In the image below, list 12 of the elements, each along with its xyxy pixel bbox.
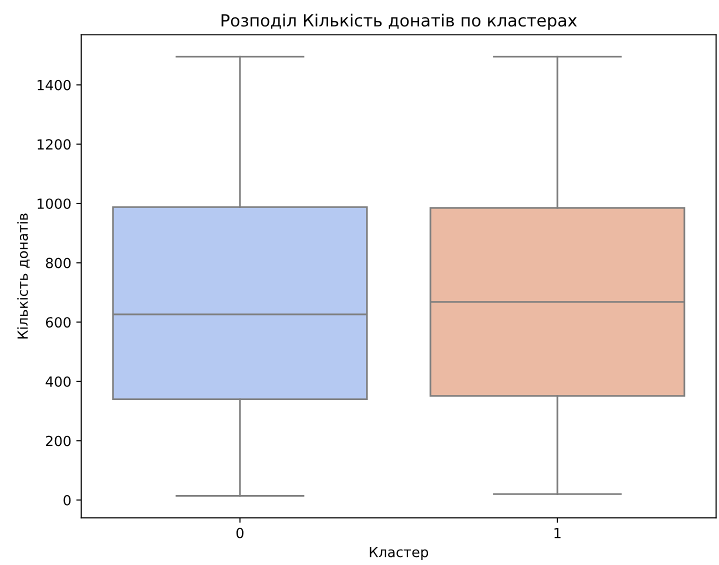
- y-tick-label: 1400: [38, 80, 71, 90]
- y-tick-label: 600: [46, 317, 71, 328]
- y-tick-label: 0: [64, 495, 71, 506]
- x-axis-title: Кластер: [370, 546, 428, 560]
- chart-title: Розподіл Кількість донатів по кластерах: [222, 14, 577, 30]
- y-tick-label: 1000: [38, 198, 71, 209]
- y-tick-label: 400: [46, 376, 71, 387]
- y-axis-title: Кількість донатів: [17, 214, 30, 339]
- y-tick-label: 1200: [38, 139, 71, 150]
- x-tick-label: 1: [554, 528, 561, 538]
- y-tick-label: 800: [46, 258, 71, 268]
- y-tick-label: 200: [46, 436, 71, 446]
